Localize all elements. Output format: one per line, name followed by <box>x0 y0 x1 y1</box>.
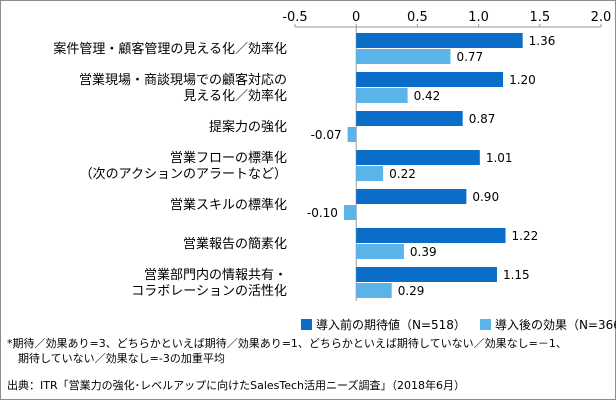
category-label: 営業現場・商談現場での顧客対応の <box>79 72 287 88</box>
bar-before <box>356 111 463 126</box>
category-label: コラボレーションの活性化 <box>131 284 287 299</box>
data-label-before: 0.90 <box>472 190 499 204</box>
data-label-before: 1.20 <box>509 73 536 87</box>
legend-swatch-after <box>479 319 491 330</box>
legend-label-before: 導入前の期待値（N=518） <box>316 318 466 332</box>
data-label-before: 1.22 <box>512 229 539 243</box>
category-label: 営業フローの標準化 <box>170 150 287 166</box>
bar-before <box>356 228 506 243</box>
category-label: 提案力の強化 <box>209 119 287 135</box>
category-label: 営業スキルの標準化 <box>170 197 287 213</box>
bar-after <box>356 283 392 298</box>
bar-before <box>356 72 504 87</box>
x-tick-label: 2.0 <box>591 10 612 25</box>
x-tick-label: 1.0 <box>468 10 489 25</box>
data-label-before: 0.87 <box>469 112 496 126</box>
data-label-after: -0.10 <box>307 206 338 220</box>
bar-before <box>356 267 497 282</box>
x-tick-label: 0.5 <box>407 10 428 25</box>
data-label-after: 0.42 <box>414 89 441 103</box>
category-label: 営業報告の簡素化 <box>183 236 287 252</box>
x-tick-label: 1.5 <box>529 10 550 25</box>
category-label: （次のアクションのアラートなど） <box>80 166 287 182</box>
bar-after <box>356 244 404 259</box>
footnote-line-1: *期待／効果あり=3、どちらかといえば期待／効果あり=1、どちらかといえば期待し… <box>7 337 567 350</box>
bar-chart: -0.5 0 0.5 1.0 1.5 2.0 案件管理・顧客管理の見える化／効率化 1.36 0… <box>53 10 612 301</box>
source-note: 出典：ITR「営業力の強化･レベルアップに向けたSalesTech活用ニーズ調査… <box>7 379 465 392</box>
legend: 導入前の期待値（N=518） 導入後の効果（N=366） <box>301 316 616 333</box>
bar-after <box>356 88 408 103</box>
bar-before <box>356 150 480 165</box>
legend-item-after: 導入後の効果（N=366） <box>479 316 616 333</box>
data-label-before: 1.15 <box>503 268 530 282</box>
bar-after <box>356 166 384 181</box>
x-tick-label: 0 <box>352 10 360 25</box>
data-label-after: -0.07 <box>311 128 342 142</box>
data-label-after: 0.39 <box>410 245 437 259</box>
footnote-line-2: 期待していない／効果なし=-3の加重平均 <box>7 352 225 365</box>
legend-item-before: 導入前の期待値（N=518） <box>301 316 466 333</box>
category-label: 見える化／効率化 <box>183 88 287 104</box>
category-label: 案件管理・顧客管理の見える化／効率化 <box>53 41 287 57</box>
bar-before <box>356 189 467 204</box>
bar-after <box>356 49 451 64</box>
bar-after <box>343 205 357 220</box>
category-label: 営業部門内の情報共有・ <box>144 267 287 283</box>
bar-after <box>347 127 357 142</box>
footnote: *期待／効果あり=3、どちらかといえば期待／効果あり=1、どちらかといえば期待し… <box>7 336 611 366</box>
data-label-after: 0.77 <box>456 50 483 64</box>
data-label-after: 0.29 <box>398 284 425 298</box>
x-tick-label: -0.5 <box>282 10 307 25</box>
bar-before <box>356 33 523 48</box>
legend-swatch-before <box>301 319 312 330</box>
data-label-after: 0.22 <box>389 167 416 181</box>
legend-label-after: 導入後の効果（N=366） <box>494 318 616 332</box>
data-label-before: 1.36 <box>529 34 556 48</box>
data-label-before: 1.01 <box>486 151 513 165</box>
